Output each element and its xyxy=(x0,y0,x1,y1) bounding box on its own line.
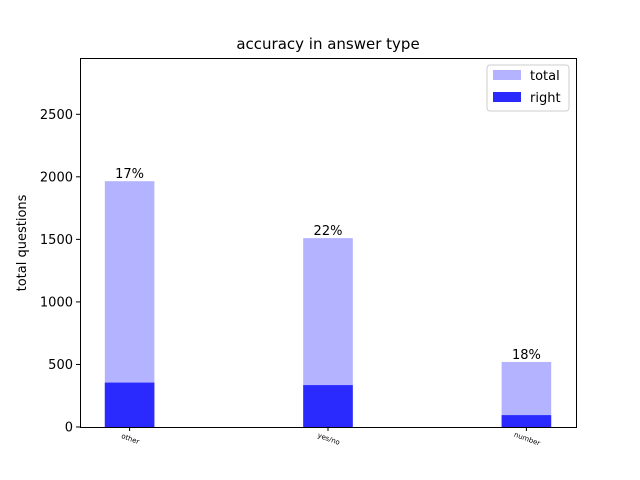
bar-right-1 xyxy=(303,385,353,427)
x-tick-label: other xyxy=(120,432,140,446)
y-tick-label: 1500 xyxy=(40,233,73,248)
data-label: 22% xyxy=(314,224,343,239)
legend-swatch-right xyxy=(493,92,521,102)
y-axis-ticks: 0 500 1000 1500 2000 2500 xyxy=(40,108,80,436)
data-label: 17% xyxy=(115,167,144,182)
x-axis-ticks: other yes/no number xyxy=(120,427,541,448)
y-tick-label: 2000 xyxy=(40,170,73,185)
legend-swatch-total xyxy=(493,70,521,80)
y-tick-label: 2500 xyxy=(40,108,73,123)
bar-right-2 xyxy=(501,415,552,427)
data-labels: 17% 22% 18% xyxy=(115,167,541,363)
x-tick-label: number xyxy=(513,431,542,448)
legend-label-right: right xyxy=(530,91,561,106)
y-tick-label: 0 xyxy=(65,421,73,436)
legend: total right xyxy=(486,64,570,112)
legend-label-total: total xyxy=(530,69,560,84)
y-tick-label: 1000 xyxy=(40,295,73,310)
x-tick-label: yes/no xyxy=(316,431,341,446)
right-bars xyxy=(104,382,552,427)
data-label: 18% xyxy=(512,348,541,363)
y-tick-label: 500 xyxy=(48,358,73,373)
y-axis-label: total questions xyxy=(15,194,30,291)
chart-title: accuracy in answer type xyxy=(236,35,419,53)
bar-right-0 xyxy=(104,382,155,427)
